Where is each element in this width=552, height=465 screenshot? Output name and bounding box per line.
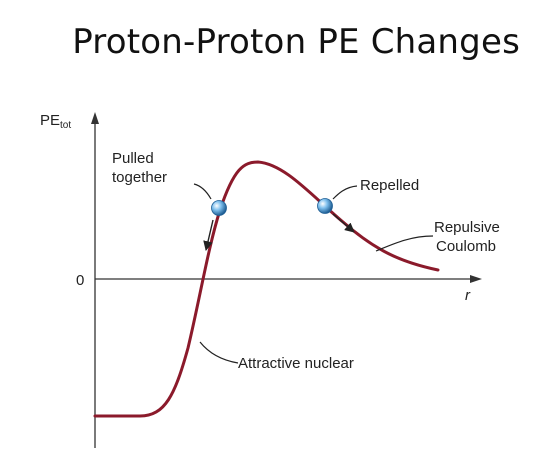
repulsive-coulomb-label: Repulsive Coulomb bbox=[434, 219, 504, 255]
x-axis-label: r bbox=[465, 287, 471, 304]
attractive-nuclear-label: Attractive nuclear bbox=[238, 355, 354, 372]
attractive-leader-line bbox=[199, 341, 239, 364]
proton-right-icon bbox=[317, 198, 333, 214]
axes bbox=[91, 112, 482, 448]
page-title: Proton-Proton PE Changes bbox=[72, 22, 520, 62]
repelled-label: Repelled bbox=[360, 177, 419, 194]
pulled-direction-arrow bbox=[203, 219, 214, 251]
proton-left-icon bbox=[211, 200, 227, 216]
potential-energy-curve bbox=[93, 160, 440, 418]
pulled-leader-line bbox=[193, 183, 212, 200]
y-axis-label-sub: tot bbox=[60, 120, 71, 131]
repelled-direction-arrow bbox=[332, 213, 355, 233]
y-axis-label: PEtot bbox=[40, 112, 71, 131]
y-axis-label-main: PE bbox=[40, 112, 60, 129]
repelled-leader-line bbox=[332, 185, 358, 200]
zero-label: 0 bbox=[76, 272, 84, 289]
pulled-label: Pulled together bbox=[112, 150, 167, 186]
x-axis-arrow-icon bbox=[470, 275, 482, 283]
y-axis-arrow-icon bbox=[91, 112, 99, 124]
repulsive-leader-line bbox=[375, 235, 434, 252]
